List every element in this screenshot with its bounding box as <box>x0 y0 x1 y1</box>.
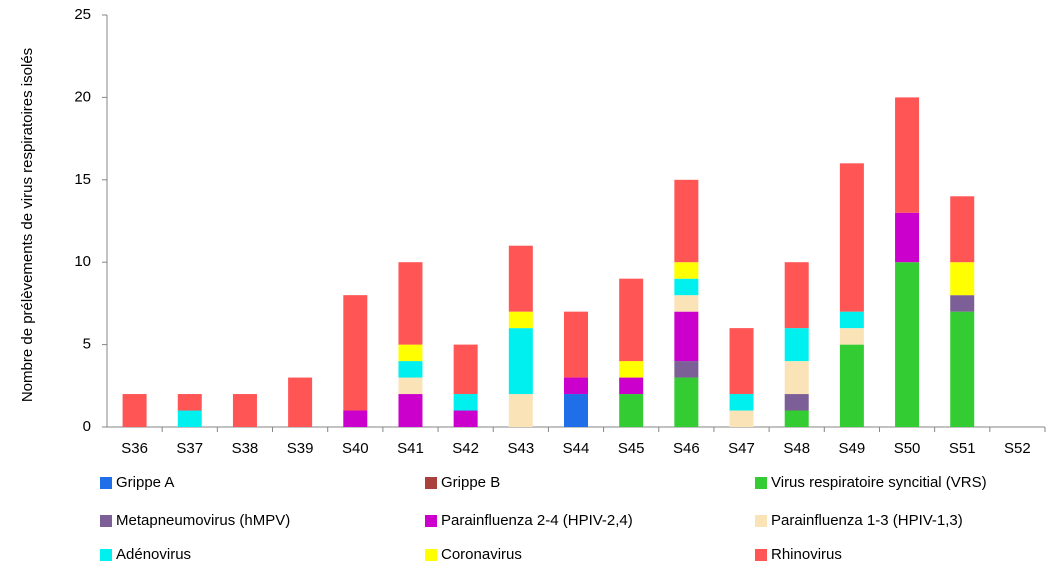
bar-segment <box>784 262 809 329</box>
x-tick-label: S44 <box>563 440 590 457</box>
legend-label: Adénovirus <box>116 546 191 563</box>
y-tick-label: 0 <box>83 418 91 435</box>
legend-label: Coronavirus <box>441 546 522 563</box>
bar-segment <box>232 394 257 427</box>
legend-label: Parainfluenza 1-3 (HPIV-1,3) <box>771 512 963 529</box>
y-tick-label: 15 <box>74 171 91 188</box>
legend-label: Rhinovirus <box>771 546 842 563</box>
y-axis-title: Nombre de prélèvements de virus respirat… <box>19 48 36 402</box>
legend-swatch <box>425 549 437 561</box>
y-tick-label: 10 <box>74 253 91 270</box>
bar-segment <box>453 410 478 427</box>
bar-segment <box>784 328 809 362</box>
legend-swatch <box>425 515 437 527</box>
legend-swatch <box>755 549 767 561</box>
x-tick-label: S38 <box>232 440 259 457</box>
bar-segment <box>839 344 864 427</box>
legend-label: Parainfluenza 2-4 (HPIV-2,4) <box>441 512 633 529</box>
x-tick-label: S41 <box>397 440 424 457</box>
y-tick-label: 5 <box>83 336 91 353</box>
x-tick-label: S39 <box>287 440 314 457</box>
bar-segment <box>619 278 644 362</box>
bar-segment <box>619 361 644 378</box>
bar-segment <box>729 410 754 427</box>
bar-segment <box>895 262 920 427</box>
x-tick-label: S50 <box>894 440 921 457</box>
bar-segment <box>564 394 588 427</box>
x-tick-label: S42 <box>452 440 479 457</box>
legend-swatch <box>100 515 112 527</box>
bar-segment <box>895 212 920 263</box>
bar-segment <box>674 262 699 279</box>
x-tick-label: S51 <box>949 440 976 457</box>
bar-segment <box>619 377 644 395</box>
legend-swatch <box>100 477 112 489</box>
x-tick-label: S46 <box>673 440 700 457</box>
bar-segment <box>122 394 147 427</box>
bar-segment <box>784 394 809 411</box>
bar-segment <box>398 262 423 345</box>
legend-swatch <box>425 477 437 489</box>
bar-segment <box>508 328 533 395</box>
bar-segment <box>674 361 699 378</box>
bar-segment <box>453 394 478 411</box>
legend-label: Virus respiratoire syncitial (VRS) <box>771 474 987 491</box>
bar-segment <box>950 311 975 427</box>
bar-segment <box>950 196 975 263</box>
bar-segment <box>398 377 423 395</box>
x-tick-label: S43 <box>507 440 534 457</box>
legend-label: Grippe B <box>441 474 500 491</box>
bar-segment <box>950 262 975 296</box>
bar-segment <box>895 97 920 213</box>
bar-segment <box>564 311 588 378</box>
bar-segment <box>839 311 864 329</box>
bar-segment <box>784 410 809 427</box>
y-tick-label: 25 <box>74 6 91 23</box>
bar-segment <box>674 278 699 296</box>
bar-segment <box>950 295 975 312</box>
bar-segment <box>508 311 533 329</box>
bar-segment <box>508 245 533 312</box>
bar-segment <box>177 394 202 411</box>
x-tick-label: S52 <box>1004 440 1031 457</box>
bar-segment <box>343 410 368 427</box>
legend-swatch <box>100 549 112 561</box>
bar-segment <box>729 328 754 395</box>
bar-segment <box>619 394 644 427</box>
x-tick-label: S37 <box>176 440 203 457</box>
bar-segment <box>839 163 864 312</box>
bar-segment <box>784 361 809 395</box>
bar-segment <box>674 295 699 312</box>
bar-segment <box>398 394 423 427</box>
legend-label: Metapneumovirus (hMPV) <box>116 512 290 529</box>
bar-segment <box>177 410 202 427</box>
legend-label: Grippe A <box>116 474 174 491</box>
x-tick-label: S47 <box>728 440 755 457</box>
bar-segment <box>674 377 699 427</box>
x-tick-label: S36 <box>121 440 148 457</box>
bar-segment <box>453 344 478 395</box>
bar-segment <box>839 328 864 345</box>
x-tick-label: S48 <box>783 440 810 457</box>
bar-segment <box>398 344 423 362</box>
bar-segment <box>343 295 368 411</box>
x-tick-label: S45 <box>618 440 645 457</box>
legend-swatch <box>755 477 767 489</box>
bar-segment <box>729 394 754 411</box>
y-tick-label: 20 <box>74 88 91 105</box>
x-tick-label: S40 <box>342 440 369 457</box>
bar-segment <box>288 377 313 427</box>
bar-segment <box>674 179 699 263</box>
x-tick-label: S49 <box>839 440 866 457</box>
bar-segment <box>398 361 423 378</box>
bar-segment <box>508 394 533 427</box>
bar-segment <box>564 377 588 395</box>
legend-swatch <box>755 515 767 527</box>
bar-segment <box>674 311 699 362</box>
